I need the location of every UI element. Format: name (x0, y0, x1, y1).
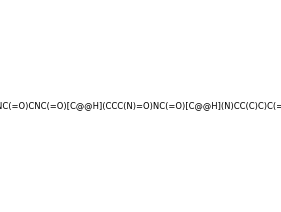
Text: CC(NC(=O)CNC(=O)[C@@H](CCC(N)=O)NC(=O)[C@@H](N)CC(C)C)C(=O)O: CC(NC(=O)CNC(=O)[C@@H](CCC(N)=O)NC(=O)[C… (0, 102, 281, 110)
